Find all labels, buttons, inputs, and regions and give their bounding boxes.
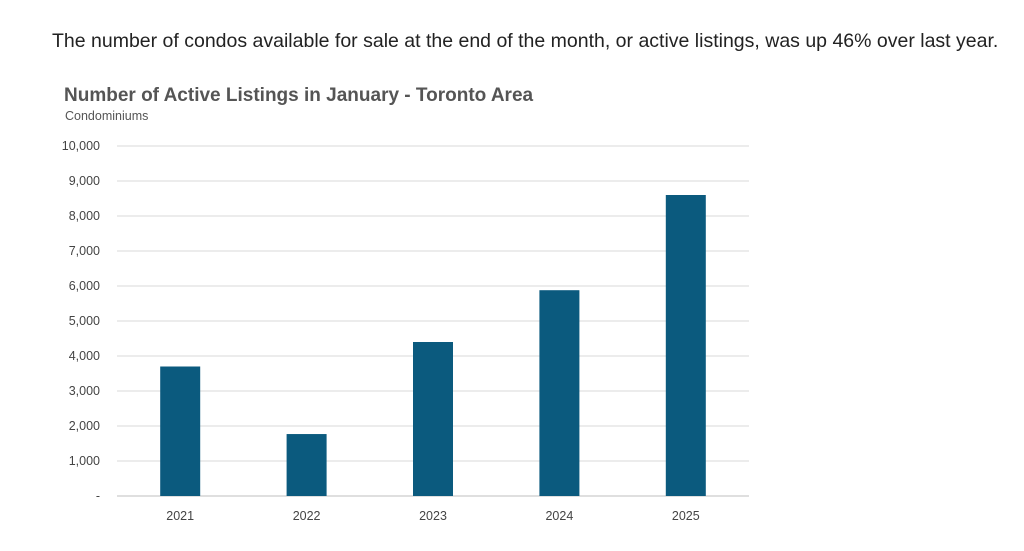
y-axis-ticks: - 1,000 2,000 3,000 4,000 5,000 6,000 7,000 8,00… (62, 139, 100, 503)
intro-text: The number of condos available for sale … (52, 30, 999, 52)
y-tick-label: 10,000 (62, 139, 100, 153)
x-tick-label: 2021 (166, 509, 194, 523)
y-tick-label: 8,000 (69, 209, 100, 223)
x-axis-ticks: 2021 2022 2023 2024 2025 (166, 509, 699, 523)
y-tick-label: - (96, 489, 100, 503)
chart-title: Number of Active Listings in January - T… (64, 85, 534, 106)
y-tick-label: 6,000 (69, 279, 100, 293)
y-tick-label: 2,000 (69, 419, 100, 433)
bar-2023 (413, 342, 453, 496)
x-tick-label: 2023 (419, 509, 447, 523)
y-tick-label: 7,000 (69, 244, 100, 258)
bar-2022 (286, 434, 327, 496)
y-tick-label: 1,000 (69, 454, 100, 468)
bars (160, 195, 706, 496)
chart-subtitle: Condominiums (65, 109, 149, 123)
bar-2024 (539, 290, 580, 496)
y-tick-label: 3,000 (69, 384, 100, 398)
x-tick-label: 2024 (545, 509, 573, 523)
x-tick-label: 2025 (672, 509, 700, 523)
x-tick-label: 2022 (293, 509, 321, 523)
y-tick-label: 9,000 (69, 174, 100, 188)
bar-2021 (160, 366, 201, 496)
bar-2025 (665, 195, 706, 496)
y-tick-label: 5,000 (69, 314, 100, 328)
y-tick-label: 4,000 (69, 349, 100, 363)
